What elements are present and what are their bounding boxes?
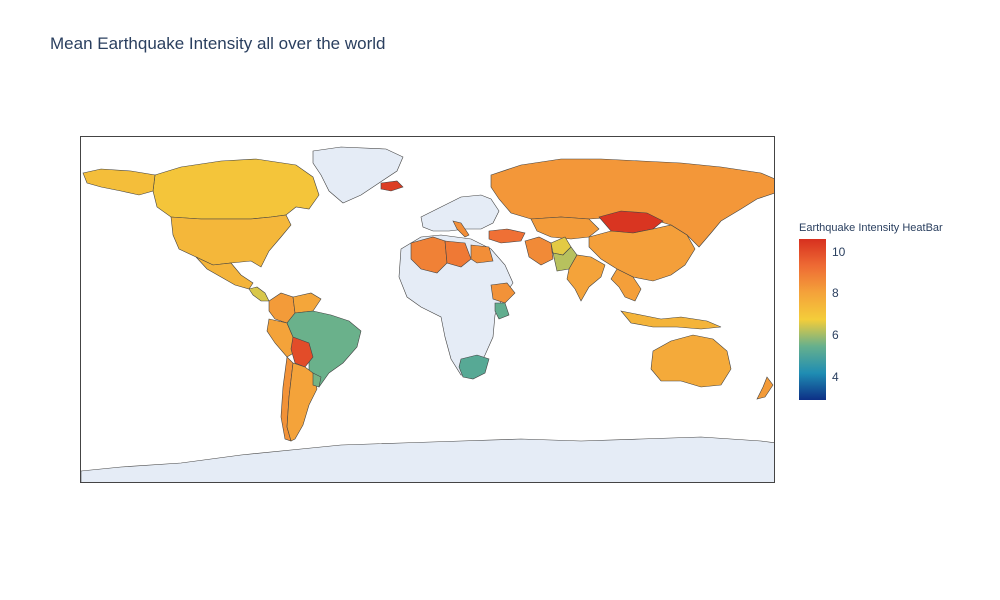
colorbar-tick-label: 10 [832, 244, 846, 259]
region-europe-nodata[interactable] [420, 194, 500, 232]
region-iceland[interactable] [380, 180, 404, 192]
region-mexico[interactable] [195, 256, 254, 290]
region-central-america[interactable] [248, 286, 270, 302]
colorbar-tick-label: 4 [832, 370, 839, 384]
region-algeria[interactable] [410, 236, 448, 274]
region-indonesia[interactable] [620, 310, 722, 330]
region-india[interactable] [566, 254, 606, 302]
region-libya[interactable] [444, 240, 472, 268]
region-australia[interactable] [650, 334, 732, 388]
region-egypt[interactable] [470, 244, 494, 264]
world-map[interactable] [80, 136, 775, 483]
region-greenland[interactable] [312, 146, 404, 204]
region-kenya[interactable] [494, 302, 510, 320]
region-iran[interactable] [524, 236, 554, 266]
region-uruguay[interactable] [312, 372, 322, 388]
region-antarctica[interactable] [81, 436, 775, 483]
region-kazakhstan[interactable] [530, 216, 600, 240]
region-ethiopia[interactable] [490, 282, 516, 304]
region-alaska[interactable] [82, 168, 156, 196]
colorbar [799, 239, 826, 400]
region-argentina[interactable] [286, 362, 318, 442]
colorbar-tick-label: 6 [832, 328, 839, 343]
colorbar-title: Earthquake Intensity HeatBar [799, 222, 943, 234]
region-china[interactable] [588, 224, 696, 282]
map-svg [81, 146, 775, 483]
region-turkey[interactable] [488, 228, 526, 244]
chart-title: Mean Earthquake Intensity all over the w… [50, 34, 386, 53]
region-southeast-asia[interactable] [610, 268, 642, 302]
region-united-states[interactable] [170, 214, 292, 268]
region-new-zealand[interactable] [756, 376, 774, 400]
colorbar-gradient [799, 239, 826, 400]
region-canada[interactable] [152, 158, 320, 220]
region-venezuela[interactable] [292, 292, 322, 314]
colorbar-tick-label: 8 [832, 286, 839, 301]
region-italy[interactable] [452, 220, 470, 238]
region-south-africa[interactable] [458, 354, 490, 380]
